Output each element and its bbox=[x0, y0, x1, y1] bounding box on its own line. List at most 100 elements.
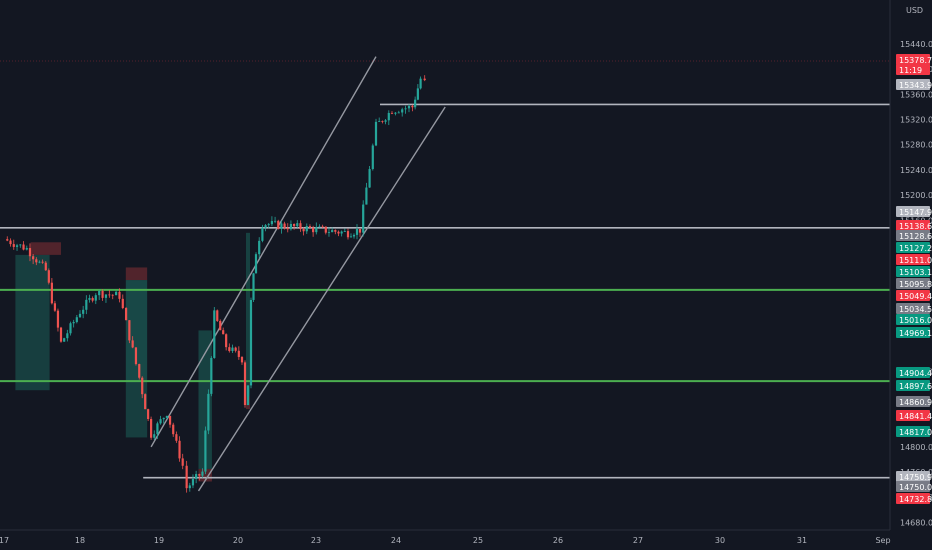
price-label-text: 14750.97 bbox=[899, 473, 932, 482]
candle-body bbox=[118, 291, 121, 299]
candle-body bbox=[59, 327, 63, 342]
candle-body bbox=[305, 226, 308, 232]
candle-body bbox=[249, 299, 253, 386]
time-tick-label: 25 bbox=[473, 536, 483, 545]
candle-body bbox=[293, 223, 296, 227]
candle-body bbox=[195, 474, 198, 479]
candle-body bbox=[162, 417, 165, 420]
candle-body bbox=[258, 240, 261, 255]
price-tick-label: 14800.00 bbox=[900, 443, 932, 452]
candle-body bbox=[144, 394, 147, 410]
candle-body bbox=[397, 112, 400, 114]
candle-body bbox=[349, 236, 353, 238]
candle-body bbox=[368, 169, 371, 188]
candle-body bbox=[254, 254, 258, 274]
price-label-text: 15103.12 bbox=[899, 268, 932, 277]
candle-body bbox=[168, 415, 172, 425]
time-tick-label: 24 bbox=[391, 536, 401, 545]
price-label-text: 15378.76 bbox=[899, 56, 932, 65]
candle-body bbox=[228, 347, 231, 352]
candle-body bbox=[165, 415, 168, 418]
candle-body bbox=[246, 385, 250, 406]
candle-body bbox=[115, 291, 118, 296]
price-tick-label: 15200.00 bbox=[900, 191, 932, 200]
candle-body bbox=[394, 112, 397, 114]
time-tick-label: 18 bbox=[75, 536, 85, 545]
candle-body bbox=[264, 225, 267, 228]
price-tick-label: 15240.00 bbox=[900, 166, 932, 175]
price-label-text: 14904.43 bbox=[899, 369, 932, 378]
candle-body bbox=[374, 121, 378, 146]
price-label-text: 15034.57 bbox=[899, 305, 932, 314]
candle-body bbox=[213, 310, 216, 358]
candle-body bbox=[53, 303, 57, 311]
time-tick-label: 20 bbox=[233, 536, 243, 545]
time-tick-label: 17 bbox=[0, 536, 9, 545]
candle-body bbox=[181, 458, 184, 466]
candle-body bbox=[178, 440, 181, 459]
trade-zone bbox=[246, 232, 250, 397]
candle-body bbox=[108, 294, 111, 296]
candle-body bbox=[78, 313, 82, 318]
candle-body bbox=[243, 362, 247, 406]
candle-body bbox=[331, 230, 334, 233]
candle-body bbox=[198, 474, 201, 476]
price-tick-label: 15440.00 bbox=[900, 40, 932, 49]
candle-body bbox=[390, 112, 394, 114]
candle-body bbox=[94, 295, 97, 301]
candle-body bbox=[352, 234, 356, 237]
candle-body bbox=[88, 298, 91, 300]
price-label-text: 15127.28 bbox=[899, 244, 932, 253]
candle-body bbox=[308, 226, 312, 228]
price-label-text: 15016.01 bbox=[899, 316, 932, 325]
price-label-badge bbox=[896, 367, 930, 378]
price-label-badge bbox=[896, 314, 930, 325]
candle-body bbox=[12, 244, 15, 247]
candle-body bbox=[296, 223, 299, 227]
price-label-text: 14860.93 bbox=[899, 398, 932, 407]
candle-body bbox=[128, 320, 131, 341]
time-tick-label: 23 bbox=[311, 536, 321, 545]
candle-body bbox=[355, 228, 359, 235]
trade-zone bbox=[15, 254, 50, 391]
price-label-text: 15128.62 bbox=[899, 232, 932, 241]
candle-body bbox=[315, 227, 318, 233]
candle-body bbox=[50, 282, 53, 304]
candle-body bbox=[66, 333, 69, 339]
candle-body bbox=[237, 350, 240, 357]
candle-body bbox=[387, 112, 390, 121]
candle-body bbox=[25, 248, 28, 250]
candle-body bbox=[207, 393, 210, 431]
price-label-badge bbox=[896, 79, 930, 90]
candle-body bbox=[63, 338, 66, 342]
candle-body bbox=[28, 248, 32, 257]
candle-body bbox=[299, 223, 302, 230]
price-label-badge bbox=[896, 303, 930, 314]
price-label-badge bbox=[896, 380, 930, 391]
candle-body bbox=[240, 356, 244, 363]
channel-trend-line bbox=[197, 106, 446, 492]
candle-body bbox=[141, 377, 144, 395]
candle-body bbox=[22, 244, 25, 250]
candle-body bbox=[210, 357, 213, 394]
candle-body bbox=[334, 230, 337, 232]
candle-body bbox=[419, 78, 422, 89]
candle-body bbox=[98, 291, 101, 296]
candle-body bbox=[35, 259, 38, 263]
candle-body bbox=[378, 121, 381, 122]
candle-body bbox=[41, 261, 44, 263]
candle-body bbox=[101, 291, 104, 298]
time-tick-label: 26 bbox=[553, 536, 563, 545]
candle-body bbox=[283, 223, 286, 228]
trade-zone bbox=[198, 330, 212, 469]
candle-body bbox=[252, 273, 255, 300]
candle-body bbox=[111, 294, 114, 296]
candle-body bbox=[185, 465, 188, 489]
candle-body bbox=[231, 347, 234, 352]
candle-body bbox=[343, 231, 346, 232]
candle-body bbox=[407, 105, 411, 109]
price-label-badge bbox=[896, 206, 930, 217]
price-label-text: 14897.68 bbox=[899, 382, 932, 391]
